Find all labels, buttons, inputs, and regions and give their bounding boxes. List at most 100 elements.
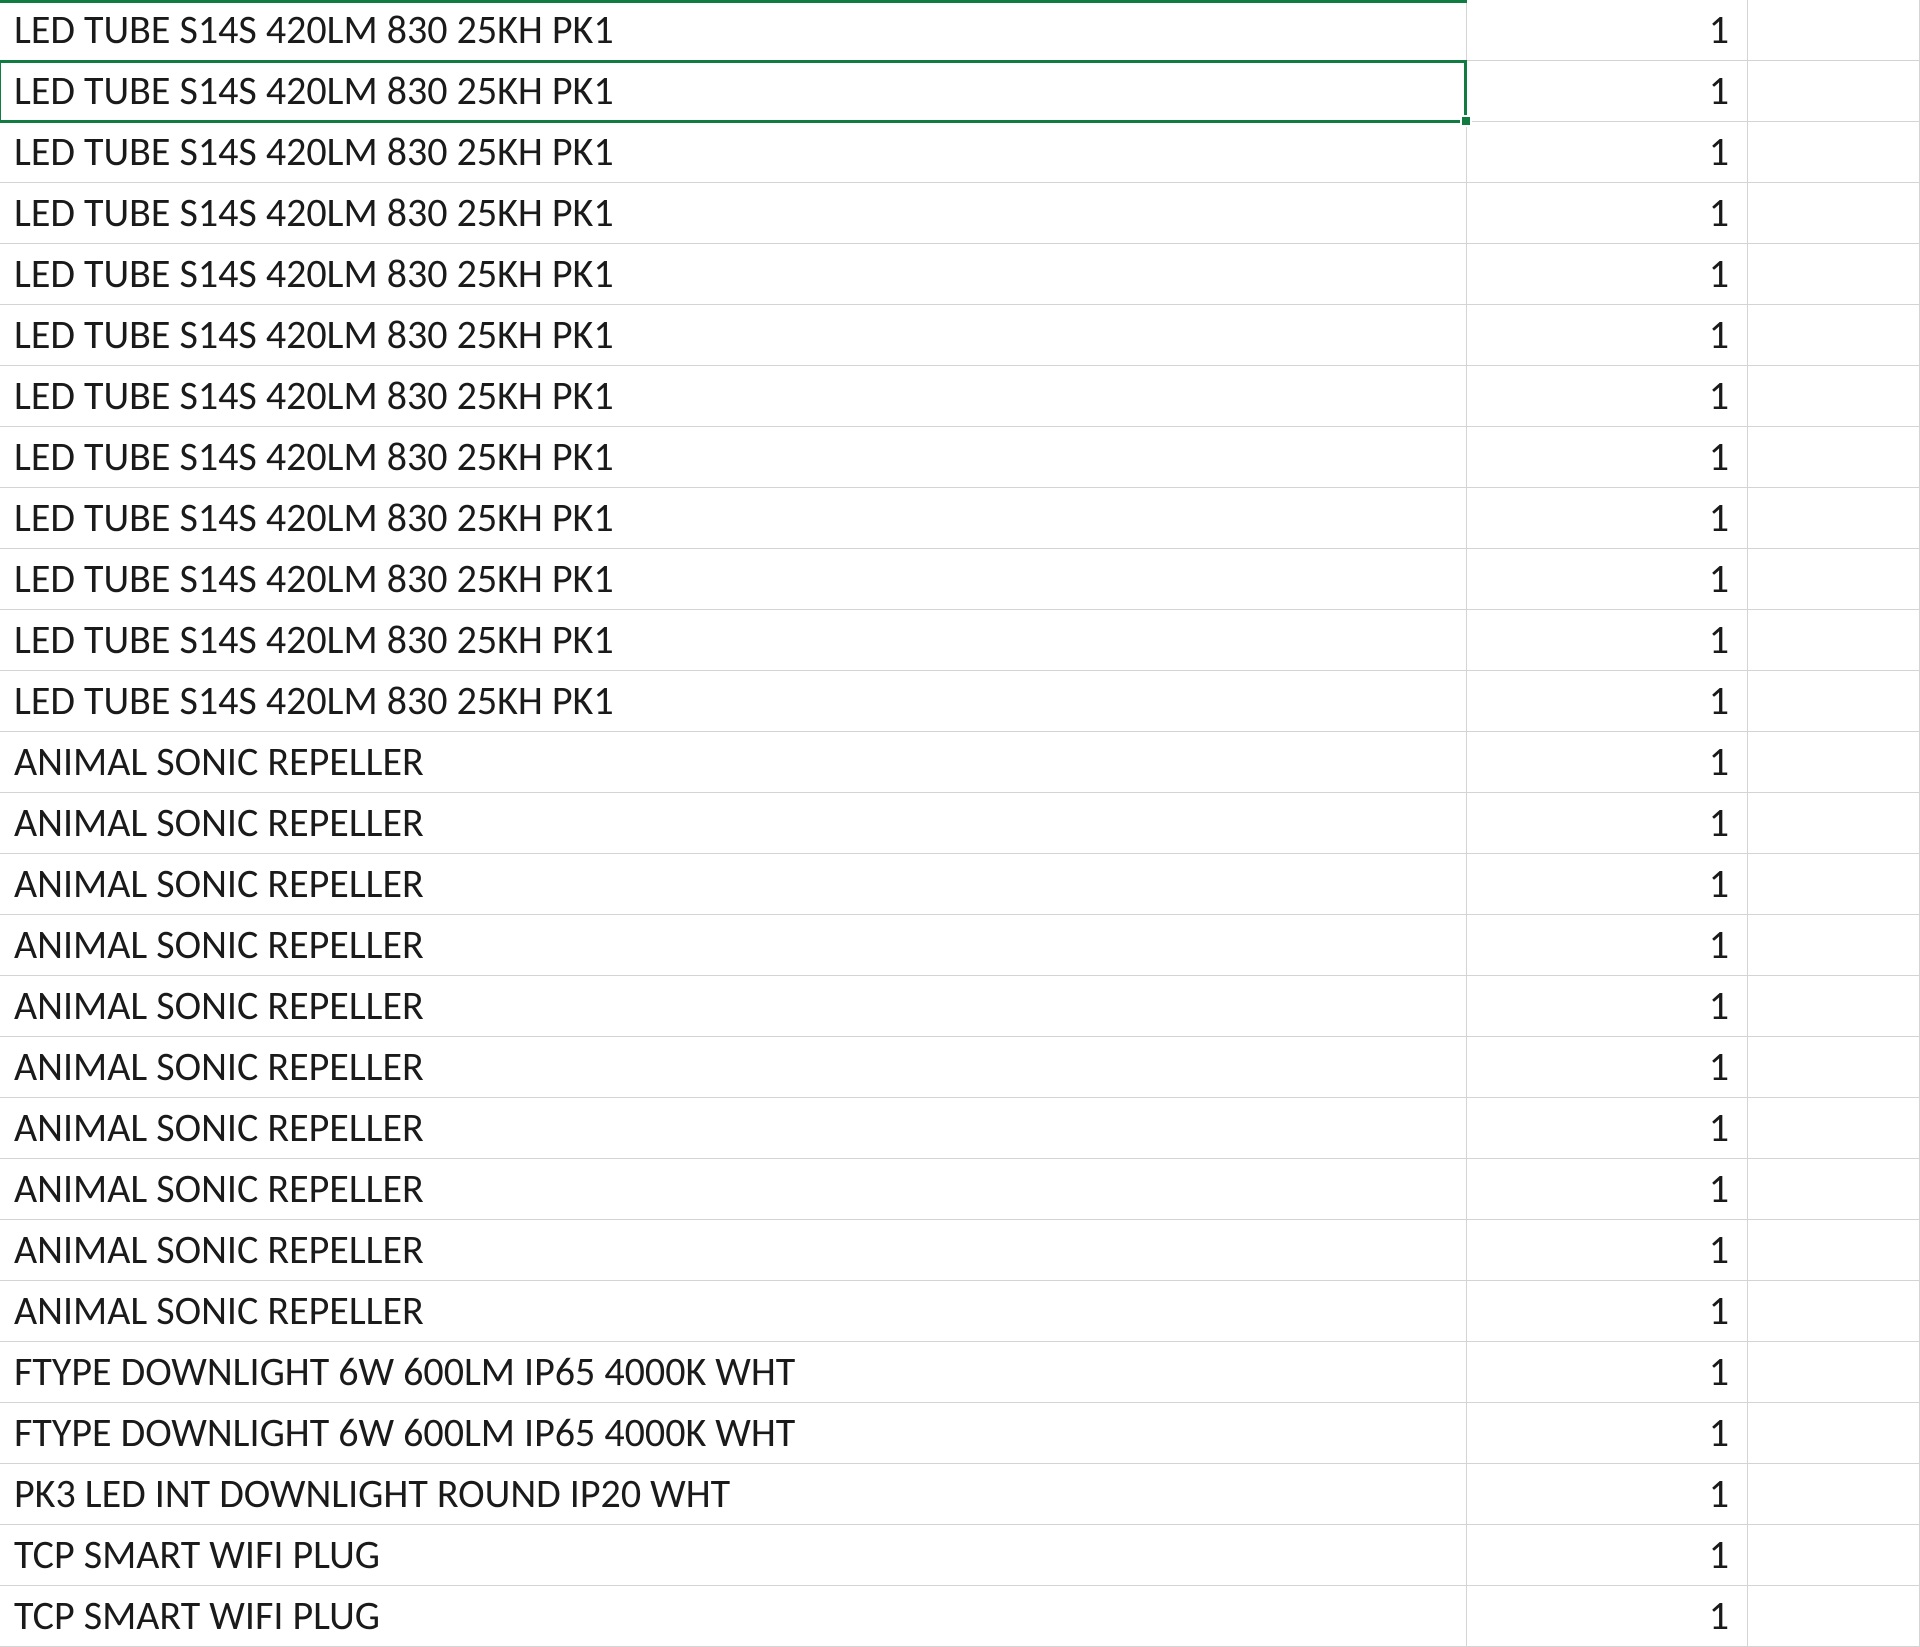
cell-empty[interactable] <box>1748 0 1920 61</box>
cell-empty[interactable] <box>1748 488 1920 549</box>
cell-description[interactable]: LED TUBE S14S 420LM 830 25KH PK1 <box>0 549 1467 610</box>
table-row: ANIMAL SONIC REPELLER1 <box>0 1098 1920 1159</box>
cell-description[interactable]: FTYPE DOWNLIGHT 6W 600LM IP65 4000K WHT <box>0 1342 1467 1403</box>
cell-empty[interactable] <box>1748 244 1920 305</box>
cell-description[interactable]: ANIMAL SONIC REPELLER <box>0 915 1467 976</box>
spreadsheet-grid[interactable]: LED TUBE S14S 420LM 830 25KH PK11LED TUB… <box>0 0 1920 1647</box>
cell-description[interactable]: LED TUBE S14S 420LM 830 25KH PK1 <box>0 122 1467 183</box>
table-row: LED TUBE S14S 420LM 830 25KH PK11 <box>0 427 1920 488</box>
cell-quantity[interactable]: 1 <box>1467 915 1748 976</box>
cell-description[interactable]: LED TUBE S14S 420LM 830 25KH PK1 <box>0 427 1467 488</box>
cell-empty[interactable] <box>1748 549 1920 610</box>
cell-empty[interactable] <box>1748 1525 1920 1586</box>
cell-quantity[interactable]: 1 <box>1467 305 1748 366</box>
cell-quantity[interactable]: 1 <box>1467 732 1748 793</box>
cell-empty[interactable] <box>1748 793 1920 854</box>
cell-quantity[interactable]: 1 <box>1467 610 1748 671</box>
table-row: ANIMAL SONIC REPELLER1 <box>0 854 1920 915</box>
cell-empty[interactable] <box>1748 1464 1920 1525</box>
table-row: LED TUBE S14S 420LM 830 25KH PK11 <box>0 183 1920 244</box>
cell-description[interactable]: LED TUBE S14S 420LM 830 25KH PK1 <box>0 244 1467 305</box>
cell-quantity[interactable]: 1 <box>1467 793 1748 854</box>
cell-description[interactable]: LED TUBE S14S 420LM 830 25KH PK1 <box>0 305 1467 366</box>
cell-quantity[interactable]: 1 <box>1467 1281 1748 1342</box>
cell-quantity[interactable]: 1 <box>1467 61 1748 122</box>
table-row: ANIMAL SONIC REPELLER1 <box>0 793 1920 854</box>
cell-description[interactable]: LED TUBE S14S 420LM 830 25KH PK1 <box>0 0 1467 61</box>
cell-empty[interactable] <box>1748 732 1920 793</box>
cell-quantity[interactable]: 1 <box>1467 0 1748 61</box>
table-row: LED TUBE S14S 420LM 830 25KH PK11 <box>0 305 1920 366</box>
cell-description[interactable]: ANIMAL SONIC REPELLER <box>0 1281 1467 1342</box>
cell-empty[interactable] <box>1748 1281 1920 1342</box>
cell-description[interactable]: LED TUBE S14S 420LM 830 25KH PK1 <box>0 610 1467 671</box>
cell-description[interactable]: LED TUBE S14S 420LM 830 25KH PK1 <box>0 366 1467 427</box>
table-row: LED TUBE S14S 420LM 830 25KH PK11 <box>0 61 1920 122</box>
table-row: FTYPE DOWNLIGHT 6W 600LM IP65 4000K WHT1 <box>0 1342 1920 1403</box>
cell-empty[interactable] <box>1748 1586 1920 1647</box>
cell-empty[interactable] <box>1748 1098 1920 1159</box>
cell-empty[interactable] <box>1748 1220 1920 1281</box>
cell-quantity[interactable]: 1 <box>1467 427 1748 488</box>
cell-empty[interactable] <box>1748 610 1920 671</box>
cell-quantity[interactable]: 1 <box>1467 1464 1748 1525</box>
table-row: ANIMAL SONIC REPELLER1 <box>0 732 1920 793</box>
cell-quantity[interactable]: 1 <box>1467 1220 1748 1281</box>
cell-quantity[interactable]: 1 <box>1467 488 1748 549</box>
active-column-top-border <box>0 0 1467 3</box>
cell-description[interactable]: TCP SMART WIFI PLUG <box>0 1525 1467 1586</box>
cell-quantity[interactable]: 1 <box>1467 671 1748 732</box>
table-row: PK3 LED INT DOWNLIGHT ROUND IP20 WHT1 <box>0 1464 1920 1525</box>
cell-description[interactable]: ANIMAL SONIC REPELLER <box>0 732 1467 793</box>
cell-empty[interactable] <box>1748 854 1920 915</box>
cell-empty[interactable] <box>1748 1342 1920 1403</box>
cell-description[interactable]: LED TUBE S14S 420LM 830 25KH PK1 <box>0 183 1467 244</box>
cell-empty[interactable] <box>1748 61 1920 122</box>
cell-description[interactable]: ANIMAL SONIC REPELLER <box>0 1037 1467 1098</box>
cell-description[interactable]: LED TUBE S14S 420LM 830 25KH PK1 <box>0 61 1467 122</box>
cell-empty[interactable] <box>1748 427 1920 488</box>
table-row: ANIMAL SONIC REPELLER1 <box>0 976 1920 1037</box>
cell-quantity[interactable]: 1 <box>1467 549 1748 610</box>
cell-quantity[interactable]: 1 <box>1467 1098 1748 1159</box>
cell-empty[interactable] <box>1748 366 1920 427</box>
cell-empty[interactable] <box>1748 1403 1920 1464</box>
cell-description[interactable]: ANIMAL SONIC REPELLER <box>0 1220 1467 1281</box>
cell-quantity[interactable]: 1 <box>1467 1403 1748 1464</box>
cell-description[interactable]: LED TUBE S14S 420LM 830 25KH PK1 <box>0 671 1467 732</box>
cell-quantity[interactable]: 1 <box>1467 1159 1748 1220</box>
fill-handle[interactable] <box>1460 115 1472 127</box>
table-row: LED TUBE S14S 420LM 830 25KH PK11 <box>0 366 1920 427</box>
cell-empty[interactable] <box>1748 183 1920 244</box>
table-row: ANIMAL SONIC REPELLER1 <box>0 1281 1920 1342</box>
cell-quantity[interactable]: 1 <box>1467 976 1748 1037</box>
cell-description[interactable]: TCP SMART WIFI PLUG <box>0 1586 1467 1647</box>
cell-description[interactable]: ANIMAL SONIC REPELLER <box>0 793 1467 854</box>
cell-description[interactable]: ANIMAL SONIC REPELLER <box>0 854 1467 915</box>
cell-description[interactable]: PK3 LED INT DOWNLIGHT ROUND IP20 WHT <box>0 1464 1467 1525</box>
cell-quantity[interactable]: 1 <box>1467 366 1748 427</box>
cell-quantity[interactable]: 1 <box>1467 1586 1748 1647</box>
cell-quantity[interactable]: 1 <box>1467 1342 1748 1403</box>
cell-empty[interactable] <box>1748 671 1920 732</box>
cell-quantity[interactable]: 1 <box>1467 244 1748 305</box>
cell-empty[interactable] <box>1748 1037 1920 1098</box>
cell-empty[interactable] <box>1748 976 1920 1037</box>
table-row: ANIMAL SONIC REPELLER1 <box>0 1220 1920 1281</box>
cell-quantity[interactable]: 1 <box>1467 183 1748 244</box>
cell-description[interactable]: ANIMAL SONIC REPELLER <box>0 1098 1467 1159</box>
cell-description[interactable]: LED TUBE S14S 420LM 830 25KH PK1 <box>0 488 1467 549</box>
table-row: FTYPE DOWNLIGHT 6W 600LM IP65 4000K WHT1 <box>0 1403 1920 1464</box>
cell-description[interactable]: FTYPE DOWNLIGHT 6W 600LM IP65 4000K WHT <box>0 1403 1467 1464</box>
cell-quantity[interactable]: 1 <box>1467 122 1748 183</box>
cell-quantity[interactable]: 1 <box>1467 1037 1748 1098</box>
cell-empty[interactable] <box>1748 122 1920 183</box>
cell-description[interactable]: ANIMAL SONIC REPELLER <box>0 1159 1467 1220</box>
cell-quantity[interactable]: 1 <box>1467 854 1748 915</box>
table-row: TCP SMART WIFI PLUG1 <box>0 1525 1920 1586</box>
cell-description[interactable]: ANIMAL SONIC REPELLER <box>0 976 1467 1037</box>
cell-quantity[interactable]: 1 <box>1467 1525 1748 1586</box>
cell-empty[interactable] <box>1748 305 1920 366</box>
cell-empty[interactable] <box>1748 915 1920 976</box>
cell-empty[interactable] <box>1748 1159 1920 1220</box>
